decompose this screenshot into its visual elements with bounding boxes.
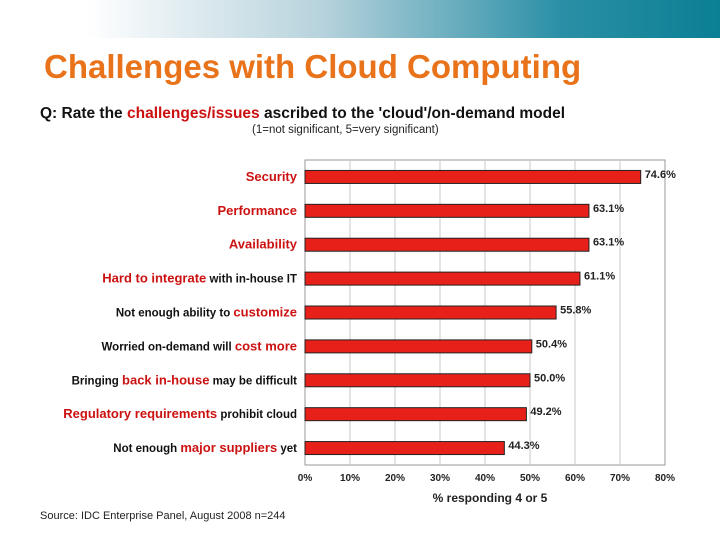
category-label: Bringing back in-house may be difficult — [72, 372, 298, 387]
label-highlight: Hard to integrate — [102, 271, 206, 286]
label-highlight: Availability — [229, 237, 298, 252]
value-label: 50.4% — [536, 338, 567, 350]
label-highlight: cost more — [235, 338, 297, 353]
category-label: Not enough major suppliers yet — [113, 440, 297, 455]
label-text: yet — [277, 443, 297, 455]
category-label: Regulatory requirements prohibit cloud — [63, 406, 297, 421]
x-tick-label: 60% — [565, 473, 585, 484]
bar — [304, 271, 581, 286]
label-highlight: major suppliers — [180, 440, 277, 455]
label-text: with in-house IT — [206, 274, 297, 286]
label-text: prohibit cloud — [217, 409, 297, 421]
question-prefix: Q: Rate the — [40, 105, 127, 122]
label-highlight: Security — [246, 169, 298, 184]
value-labels: 74.6% 63.1% 63.1% 61.1% 55.8% 50.4% 50.0% 49.2%… — [508, 169, 676, 452]
x-tick-label: 40% — [475, 473, 495, 484]
x-tick-label: 70% — [610, 473, 630, 484]
label-text: Not enough ability to — [116, 308, 234, 320]
category-label: Performance — [218, 203, 297, 218]
value-label: 50.0% — [534, 372, 565, 384]
x-axis-title: % responding 4 or 5 — [433, 491, 548, 505]
x-tick-label: 20% — [385, 473, 405, 484]
bars — [304, 169, 642, 456]
top-banner — [0, 0, 720, 38]
category-label: Security — [246, 169, 298, 184]
label-text: Not enough — [113, 443, 180, 455]
category-label: Hard to integrate with in-house IT — [102, 271, 297, 286]
label-text: may be difficult — [209, 375, 297, 387]
x-axis-ticks: 0% 10% 20% 30% 40% 50% 60% 70% 80% — [298, 473, 675, 484]
bar — [304, 339, 533, 354]
value-label: 49.2% — [530, 406, 561, 418]
x-tick-label: 0% — [298, 473, 313, 484]
value-label: 63.1% — [593, 203, 624, 215]
bar — [304, 407, 527, 422]
question-suffix: ascribed to the 'cloud'/on-demand model — [259, 105, 566, 122]
x-tick-label: 10% — [340, 473, 360, 484]
bar — [304, 373, 531, 388]
category-label: Not enough ability to customize — [116, 305, 297, 320]
bar — [304, 305, 557, 320]
slide-title: Challenges with Cloud Computing — [44, 48, 582, 85]
label-highlight: Performance — [218, 203, 297, 218]
value-label: 61.1% — [584, 271, 615, 283]
label-highlight: back in-house — [122, 372, 209, 387]
survey-question: Q: Rate the challenges/issues ascribed t… — [40, 105, 565, 123]
bar — [304, 169, 642, 184]
value-label: 63.1% — [593, 237, 624, 249]
value-label: 55.8% — [560, 305, 591, 317]
label-text: Worried on-demand will — [102, 341, 235, 353]
x-tick-label: 80% — [655, 473, 675, 484]
source-note: Source: IDC Enterprise Panel, August 200… — [40, 510, 286, 522]
x-tick-label: 30% — [430, 473, 450, 484]
bar — [304, 203, 590, 218]
label-highlight: Regulatory requirements — [63, 406, 217, 421]
category-label: Availability — [229, 237, 298, 252]
bar — [304, 237, 590, 252]
label-text: Bringing — [72, 375, 122, 387]
value-label: 44.3% — [508, 440, 539, 452]
value-label: 74.6% — [645, 169, 676, 181]
bar — [304, 441, 505, 456]
x-tick-label: 50% — [520, 473, 540, 484]
label-highlight: customize — [233, 305, 297, 320]
question-highlight: challenges/issues — [126, 105, 260, 122]
category-label: Worried on-demand will cost more — [102, 338, 297, 353]
scale-note: (1=not significant, 5=very significant) — [252, 124, 439, 136]
category-labels: Security Performance Availability Hard to i… — [63, 169, 298, 455]
